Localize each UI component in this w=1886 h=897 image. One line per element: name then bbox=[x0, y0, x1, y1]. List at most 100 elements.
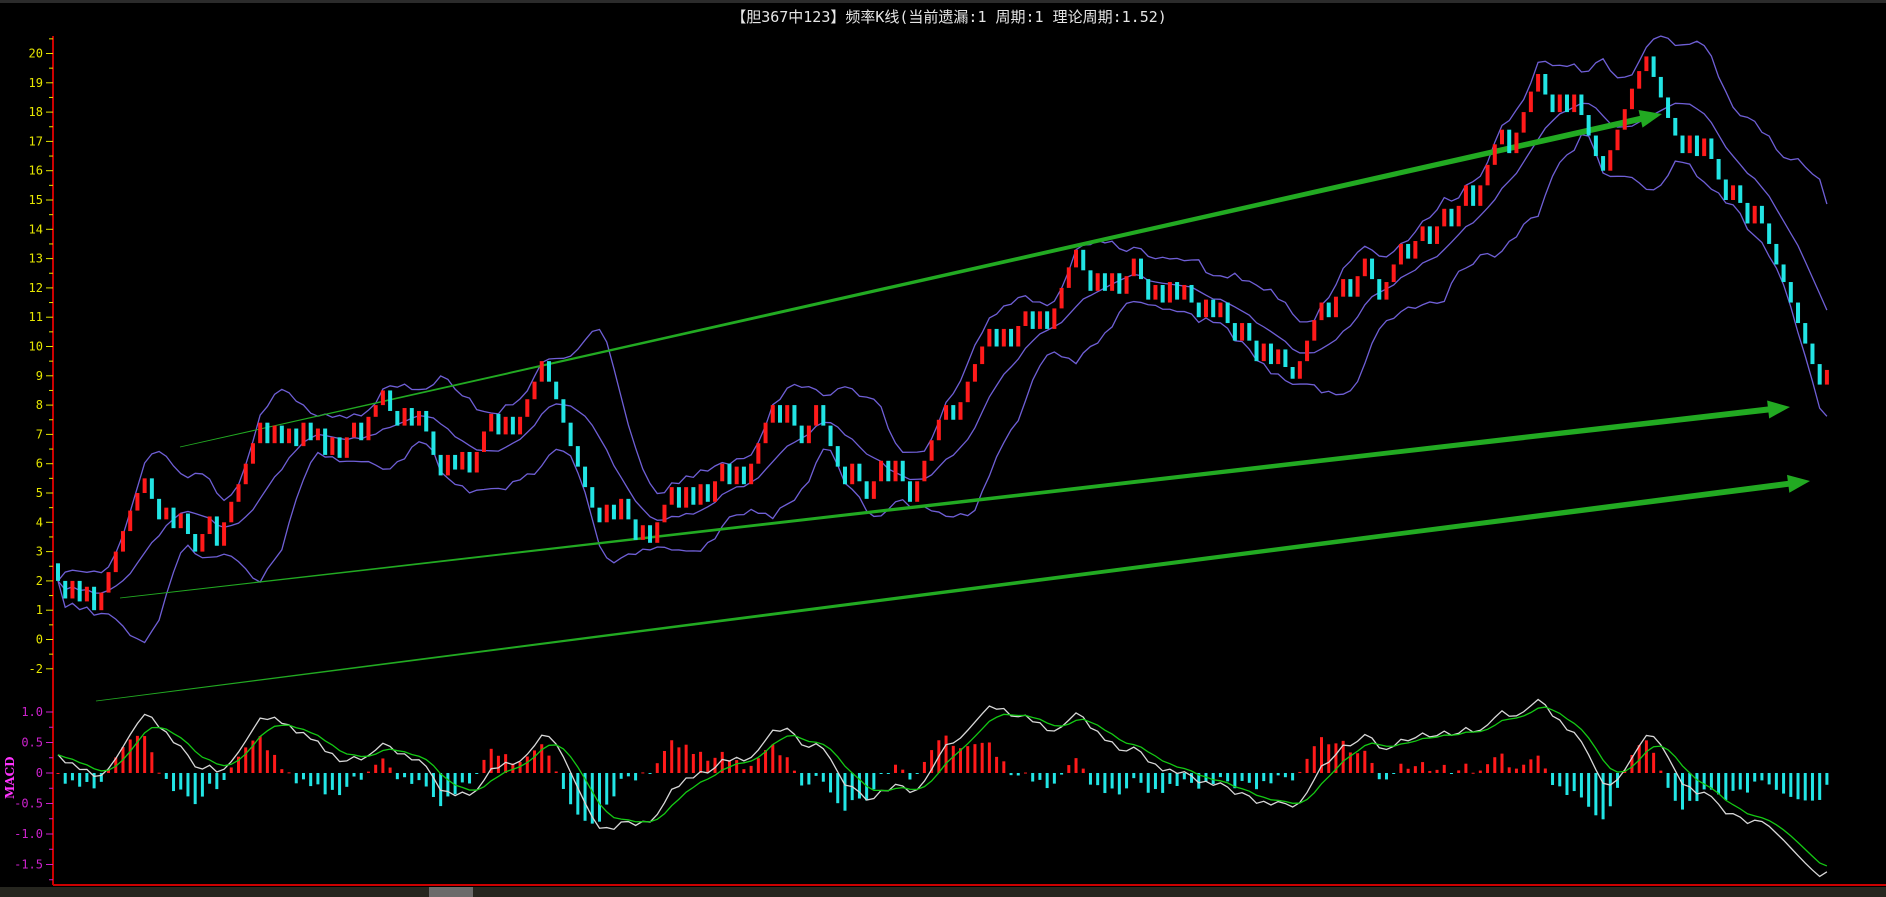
macd-histogram-bar bbox=[1168, 773, 1172, 784]
candle-down bbox=[388, 390, 393, 411]
macd-histogram-bar bbox=[872, 773, 876, 790]
macd-histogram-bar bbox=[1652, 752, 1656, 773]
candle-up bbox=[655, 522, 660, 543]
candle-down bbox=[438, 454, 443, 476]
candle-down bbox=[323, 428, 328, 455]
candle-up bbox=[1305, 340, 1310, 362]
macd-histogram-bar bbox=[424, 773, 428, 787]
macd-tick-label: 0.5 bbox=[21, 736, 43, 750]
macd-histogram-bar bbox=[1738, 773, 1742, 790]
candle-down bbox=[1796, 302, 1801, 324]
candle-up bbox=[1341, 279, 1346, 297]
candle-up bbox=[1615, 129, 1620, 151]
candle-down bbox=[1232, 323, 1237, 341]
candle-up bbox=[481, 431, 486, 452]
macd-histogram-bar bbox=[699, 751, 703, 773]
macd-histogram-bar bbox=[959, 748, 962, 773]
macd-histogram-bar bbox=[1587, 773, 1591, 807]
candle-up bbox=[770, 405, 775, 423]
candle-down bbox=[1196, 302, 1201, 318]
candle-up bbox=[734, 466, 739, 485]
macd-histogram-bar bbox=[843, 773, 847, 811]
candle-up bbox=[1478, 185, 1483, 206]
candle-up bbox=[128, 510, 133, 532]
macd-histogram-bar bbox=[511, 763, 515, 773]
candle-up bbox=[1521, 112, 1526, 133]
candle-up bbox=[1312, 320, 1317, 341]
candle-up bbox=[1110, 273, 1115, 291]
macd-histogram-bar bbox=[1507, 767, 1511, 773]
candle-up bbox=[164, 507, 169, 520]
candle-down bbox=[395, 410, 400, 426]
macd-histogram-bar bbox=[200, 773, 204, 797]
candle-up bbox=[1528, 91, 1533, 113]
macd-histogram-bar bbox=[879, 773, 883, 774]
trend-line-upper-arrow bbox=[179, 110, 1662, 448]
candle-down bbox=[171, 507, 176, 529]
macd-histogram-bar bbox=[619, 773, 623, 779]
macd-histogram-bar bbox=[1038, 773, 1042, 780]
macd-histogram-bar bbox=[1796, 773, 1800, 800]
macd-histogram-bar bbox=[85, 773, 89, 782]
candle-up bbox=[84, 586, 89, 602]
macd-histogram-bar bbox=[742, 769, 746, 773]
macd-histogram-bar bbox=[648, 773, 652, 774]
macd-histogram-bar bbox=[1211, 773, 1215, 785]
price-tick-label: 1 bbox=[36, 603, 43, 617]
scrollbar-thumb[interactable] bbox=[429, 887, 473, 897]
candle-up bbox=[879, 460, 884, 482]
macd-histogram-bar bbox=[612, 773, 616, 797]
macd-histogram-bar bbox=[1384, 773, 1388, 780]
candle-up bbox=[1456, 205, 1461, 227]
macd-histogram-bar bbox=[1190, 773, 1194, 783]
candle-down bbox=[1810, 343, 1815, 365]
macd-tick-label: 1.0 bbox=[21, 705, 43, 719]
trend-line-lower-arrow bbox=[95, 474, 1810, 702]
candle-up bbox=[1442, 208, 1447, 227]
price-tick-label: 0 bbox=[36, 633, 43, 647]
candle-up bbox=[1016, 325, 1021, 347]
macd-histogram-bar bbox=[691, 753, 695, 773]
candle-up bbox=[1391, 264, 1396, 283]
candle-up bbox=[70, 580, 75, 599]
macd-histogram-bar bbox=[908, 773, 912, 780]
candle-down bbox=[1651, 56, 1656, 77]
candle-down bbox=[1781, 264, 1786, 283]
candle-up bbox=[207, 516, 212, 535]
macd-histogram-bar bbox=[1616, 773, 1620, 788]
candle-down bbox=[583, 466, 588, 488]
candle-down bbox=[1254, 340, 1259, 362]
macd-histogram-bar bbox=[1276, 773, 1280, 776]
candle-up bbox=[287, 428, 292, 444]
macd-histogram-bar bbox=[352, 773, 356, 777]
price-tick-label: 16 bbox=[29, 164, 43, 178]
macd-histogram-bar bbox=[1630, 755, 1634, 773]
candle-up bbox=[1153, 284, 1158, 300]
candle-up bbox=[619, 498, 624, 520]
macd-histogram-bar bbox=[670, 740, 674, 773]
price-tick-label: 15 bbox=[29, 193, 43, 207]
candle-down bbox=[92, 586, 97, 611]
macd-histogram-bar bbox=[655, 763, 659, 773]
horizontal-scrollbar[interactable] bbox=[0, 887, 1886, 897]
candle-up bbox=[1536, 74, 1541, 92]
macd-histogram-bar bbox=[453, 773, 457, 795]
macd-histogram-bar bbox=[157, 772, 161, 774]
candle-down bbox=[1225, 302, 1230, 324]
macd-histogram-bar bbox=[1457, 770, 1461, 773]
macd-histogram-bar bbox=[107, 769, 111, 773]
candle-up bbox=[222, 522, 227, 546]
candle-up bbox=[1059, 287, 1064, 309]
candle-up bbox=[1384, 282, 1389, 300]
macd-histogram-bar bbox=[1240, 773, 1244, 781]
macd-histogram-bar bbox=[1283, 773, 1287, 778]
macd-dif-line bbox=[57, 698, 1828, 878]
macd-histogram-bar bbox=[1601, 773, 1605, 820]
candle-down bbox=[691, 487, 696, 505]
candle-down bbox=[1290, 367, 1295, 379]
macd-histogram-bar bbox=[713, 757, 717, 773]
macd-histogram-bar bbox=[1782, 773, 1786, 794]
candle-down bbox=[56, 563, 60, 581]
candle-up bbox=[417, 410, 421, 426]
